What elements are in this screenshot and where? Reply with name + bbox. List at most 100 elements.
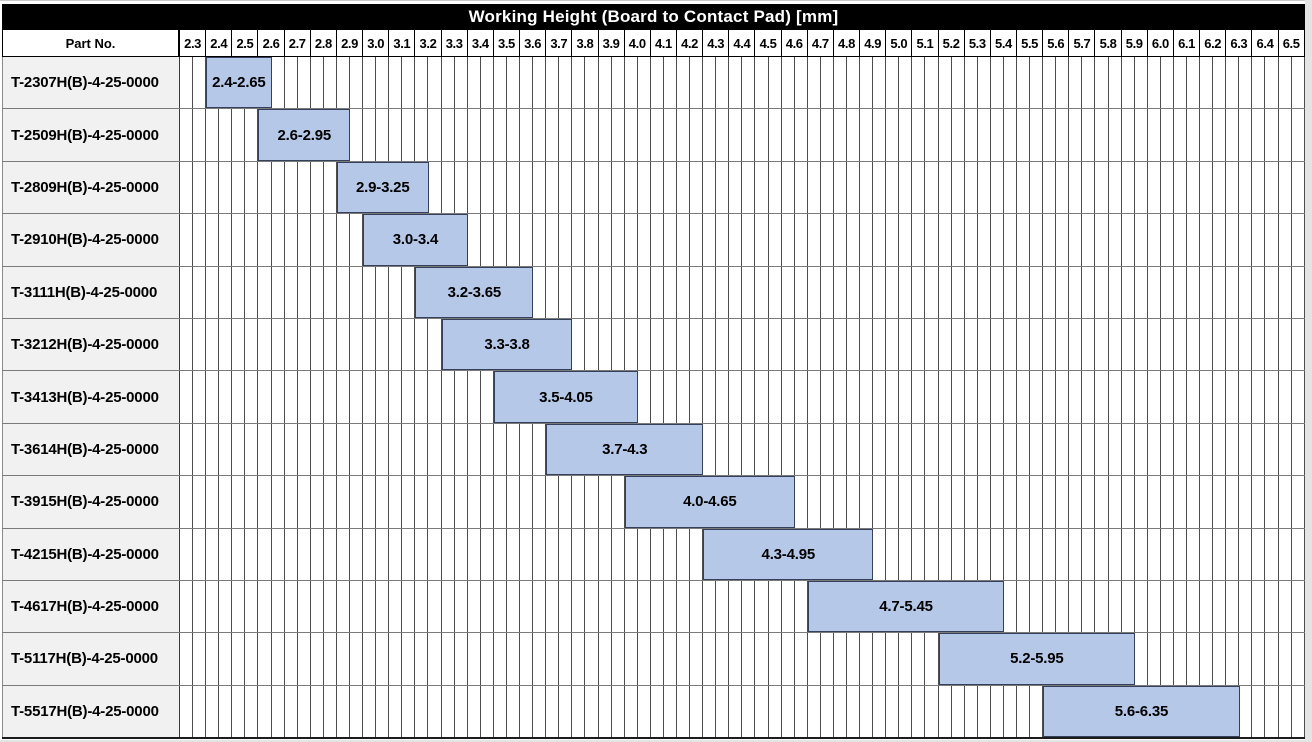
axis-tick-label: 4.7: [808, 30, 834, 56]
grid-cell: [442, 57, 455, 109]
grid-cell: [1095, 580, 1109, 633]
grid-cell: [507, 476, 521, 528]
grid-cell: [821, 371, 834, 423]
grid-cell: [1030, 685, 1044, 738]
grid-cell: [389, 528, 403, 580]
grid-cell: [690, 161, 704, 214]
grid-cell: [860, 57, 874, 109]
grid-cell: [1213, 57, 1227, 109]
grid-cell: [638, 214, 651, 266]
grid-cell: [1292, 371, 1305, 423]
grid-cell: [559, 685, 573, 738]
grid-cell: [729, 685, 743, 738]
grid-cell: [965, 214, 978, 266]
grid-cell: [1069, 214, 1083, 266]
axis-tick-label: 5.2: [939, 30, 965, 56]
grid-cell: [1017, 528, 1031, 580]
grid-cell: [703, 266, 717, 318]
grid-cell: [520, 685, 534, 738]
grid-cell: [755, 318, 769, 371]
grid-cell: [559, 266, 573, 318]
grid-cell: [546, 161, 560, 214]
grid-cell: [245, 161, 259, 214]
grid-cell: [1148, 109, 1161, 161]
grid-cell: [428, 318, 442, 371]
grid-cell: [468, 161, 481, 214]
grid-cell: [1095, 214, 1109, 266]
grid-cell: [677, 528, 691, 580]
grid-cell: [206, 371, 220, 423]
grid-cell: [219, 266, 233, 318]
grid-cell: [350, 580, 364, 633]
grid-cell: [808, 109, 821, 161]
grid-cell: [664, 371, 677, 423]
grid-cell: [1161, 266, 1174, 318]
grid-cell: [625, 528, 638, 580]
grid-cell: [1239, 528, 1253, 580]
grid-cell: [1122, 318, 1135, 371]
grid-cell: [1095, 528, 1109, 580]
grid-cell: [690, 371, 704, 423]
grid-cell: [258, 266, 272, 318]
grid-cell: [468, 109, 481, 161]
part-no-cell: T-4215H(B)-4-25-0000: [2, 528, 180, 580]
grid-cell: [1017, 161, 1031, 214]
grid-cell: [808, 214, 821, 266]
grid-cell: [821, 266, 834, 318]
grid-cell: [599, 476, 612, 528]
grid-cell: [952, 371, 965, 423]
grid-cell: [1030, 528, 1044, 580]
grid-cell: [1279, 423, 1292, 476]
row-grid: 2.4-2.65: [180, 57, 1305, 109]
grid-cell: [742, 423, 756, 476]
grid-cell: [1043, 109, 1057, 161]
grid-cell: [481, 161, 494, 214]
grid-cell: [1161, 371, 1174, 423]
grid-cell: [193, 476, 207, 528]
grid-cell: [572, 633, 586, 685]
grid-cell: [337, 528, 351, 580]
grid-cell: [442, 371, 455, 423]
grid-cell: [298, 476, 311, 528]
grid-cell: [625, 57, 638, 109]
grid-cell: [703, 633, 717, 685]
grid-cell: [755, 371, 769, 423]
grid-cell: [533, 528, 547, 580]
grid-cell: [782, 318, 795, 371]
grid-cell: [1174, 318, 1188, 371]
grid-cell: [337, 214, 351, 266]
grid-cell: [232, 528, 246, 580]
grid-cell: [324, 580, 337, 633]
grid-cell: [1226, 161, 1240, 214]
grid-cell: [219, 214, 233, 266]
grid-cell: [755, 57, 769, 109]
grid-cell: [860, 685, 874, 738]
grid-cell: [245, 109, 259, 161]
range-bar: 3.0-3.4: [363, 214, 468, 266]
range-bar: 3.2-3.65: [415, 266, 534, 318]
grid-cell: [376, 266, 390, 318]
grid-cell: [1213, 633, 1227, 685]
grid-cell: [1252, 528, 1266, 580]
grid-cell: [925, 214, 939, 266]
grid-cell: [1017, 266, 1031, 318]
table-row: T-2910H(B)-4-25-0000 3.0-3.4: [2, 214, 1305, 267]
grid-cell: [232, 685, 246, 738]
grid-cell: [376, 109, 390, 161]
grid-cell: [1135, 371, 1148, 423]
grid-cell: [1213, 476, 1227, 528]
grid-cell: [1292, 476, 1305, 528]
grid-cell: [1082, 161, 1096, 214]
grid-cell: [899, 161, 913, 214]
grid-cell: [808, 423, 821, 476]
grid-cell: [599, 580, 612, 633]
grid-cell: [834, 266, 847, 318]
grid-cell: [1265, 423, 1279, 476]
row-grid: 3.5-4.05: [180, 371, 1305, 423]
grid-cell: [742, 633, 756, 685]
grid-cell: [272, 633, 285, 685]
grid-cell: [337, 580, 351, 633]
part-no-cell: T-4617H(B)-4-25-0000: [2, 580, 180, 633]
grid-cell: [690, 266, 704, 318]
grid-cell: [1279, 528, 1292, 580]
